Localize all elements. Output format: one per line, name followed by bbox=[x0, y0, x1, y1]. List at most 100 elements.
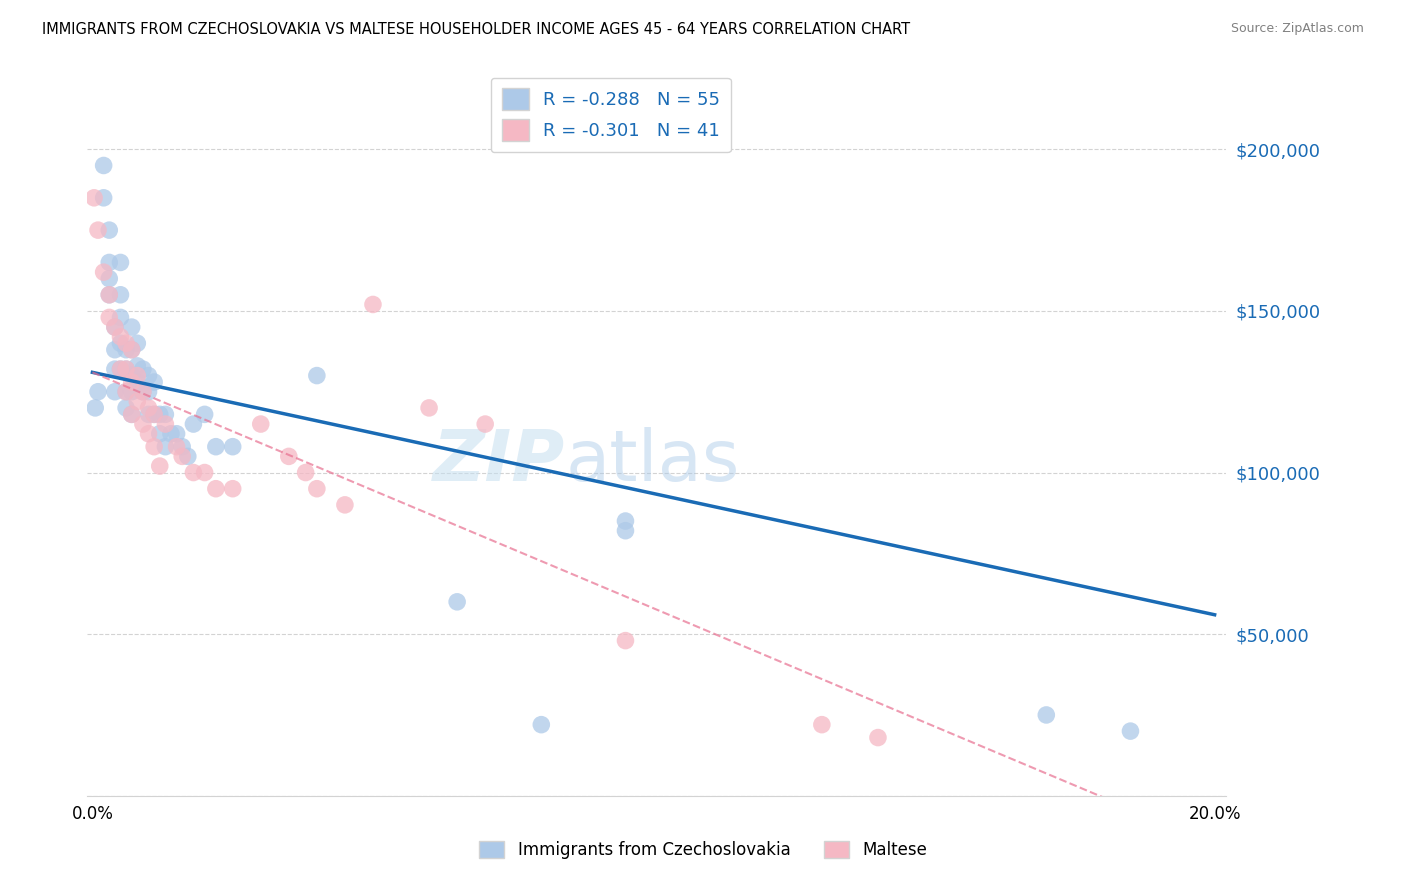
Point bbox=[866, 731, 889, 745]
Point bbox=[110, 362, 132, 376]
Point bbox=[205, 440, 228, 454]
Point bbox=[143, 375, 166, 389]
Point bbox=[87, 223, 110, 237]
Point bbox=[121, 368, 143, 383]
Point bbox=[121, 320, 143, 334]
Point bbox=[294, 466, 316, 480]
Point bbox=[110, 255, 132, 269]
Point bbox=[172, 440, 194, 454]
Point bbox=[98, 271, 121, 285]
Point bbox=[143, 440, 166, 454]
Point bbox=[98, 287, 121, 301]
Text: IMMIGRANTS FROM CZECHOSLOVAKIA VS MALTESE HOUSEHOLDER INCOME AGES 45 - 64 YEARS : IMMIGRANTS FROM CZECHOSLOVAKIA VS MALTES… bbox=[42, 22, 910, 37]
Text: Source: ZipAtlas.com: Source: ZipAtlas.com bbox=[1230, 22, 1364, 36]
Point bbox=[98, 223, 121, 237]
Point bbox=[166, 440, 188, 454]
Point bbox=[121, 408, 143, 422]
Point bbox=[115, 336, 138, 351]
Point bbox=[132, 417, 155, 431]
Point bbox=[183, 417, 205, 431]
Point bbox=[138, 368, 160, 383]
Legend: R = -0.288   N = 55, R = -0.301   N = 41: R = -0.288 N = 55, R = -0.301 N = 41 bbox=[491, 78, 731, 153]
Point bbox=[104, 362, 127, 376]
Point bbox=[132, 384, 155, 399]
Point bbox=[132, 384, 155, 399]
Point bbox=[149, 408, 172, 422]
Point bbox=[530, 717, 553, 731]
Point bbox=[614, 633, 637, 648]
Point bbox=[121, 408, 143, 422]
Point bbox=[127, 359, 149, 373]
Point bbox=[474, 417, 496, 431]
Point bbox=[205, 482, 228, 496]
Point bbox=[104, 343, 127, 357]
Point bbox=[127, 394, 149, 409]
Point bbox=[115, 401, 138, 415]
Point bbox=[104, 320, 127, 334]
Point bbox=[110, 330, 132, 344]
Point bbox=[115, 384, 138, 399]
Point bbox=[305, 482, 328, 496]
Point bbox=[98, 255, 121, 269]
Point bbox=[143, 408, 166, 422]
Point bbox=[361, 297, 384, 311]
Point bbox=[121, 384, 143, 399]
Point bbox=[115, 384, 138, 399]
Point bbox=[149, 426, 172, 441]
Point bbox=[172, 450, 194, 464]
Point bbox=[446, 595, 468, 609]
Point bbox=[418, 401, 440, 415]
Point bbox=[333, 498, 356, 512]
Point bbox=[249, 417, 271, 431]
Point bbox=[110, 362, 132, 376]
Point bbox=[222, 440, 245, 454]
Point bbox=[305, 368, 328, 383]
Point bbox=[143, 408, 166, 422]
Point bbox=[93, 265, 115, 279]
Point bbox=[811, 717, 834, 731]
Point bbox=[121, 343, 143, 357]
Point bbox=[183, 466, 205, 480]
Point bbox=[138, 384, 160, 399]
Point bbox=[83, 191, 105, 205]
Point bbox=[155, 417, 177, 431]
Point bbox=[104, 320, 127, 334]
Point bbox=[132, 362, 155, 376]
Point bbox=[121, 343, 143, 357]
Point bbox=[177, 450, 200, 464]
Text: atlas: atlas bbox=[565, 426, 740, 496]
Point bbox=[194, 408, 217, 422]
Point bbox=[104, 384, 127, 399]
Point bbox=[98, 310, 121, 325]
Point bbox=[1119, 724, 1142, 739]
Point bbox=[115, 343, 138, 357]
Point bbox=[1035, 708, 1057, 723]
Point bbox=[155, 408, 177, 422]
Point bbox=[127, 375, 149, 389]
Legend: Immigrants from Czechoslovakia, Maltese: Immigrants from Czechoslovakia, Maltese bbox=[472, 834, 934, 866]
Point bbox=[115, 362, 138, 376]
Point bbox=[166, 426, 188, 441]
Point bbox=[194, 466, 217, 480]
Point bbox=[160, 426, 183, 441]
Point bbox=[115, 362, 138, 376]
Point bbox=[149, 459, 172, 474]
Point bbox=[138, 426, 160, 441]
Point bbox=[93, 159, 115, 173]
Point bbox=[614, 514, 637, 528]
Point bbox=[127, 368, 149, 383]
Point bbox=[110, 310, 132, 325]
Point bbox=[222, 482, 245, 496]
Point bbox=[121, 375, 143, 389]
Point bbox=[84, 401, 107, 415]
Text: ZIP: ZIP bbox=[433, 426, 565, 496]
Point bbox=[93, 191, 115, 205]
Point bbox=[110, 287, 132, 301]
Point bbox=[138, 408, 160, 422]
Point bbox=[127, 336, 149, 351]
Point bbox=[98, 287, 121, 301]
Point bbox=[155, 440, 177, 454]
Point bbox=[277, 450, 299, 464]
Point bbox=[87, 384, 110, 399]
Point bbox=[614, 524, 637, 538]
